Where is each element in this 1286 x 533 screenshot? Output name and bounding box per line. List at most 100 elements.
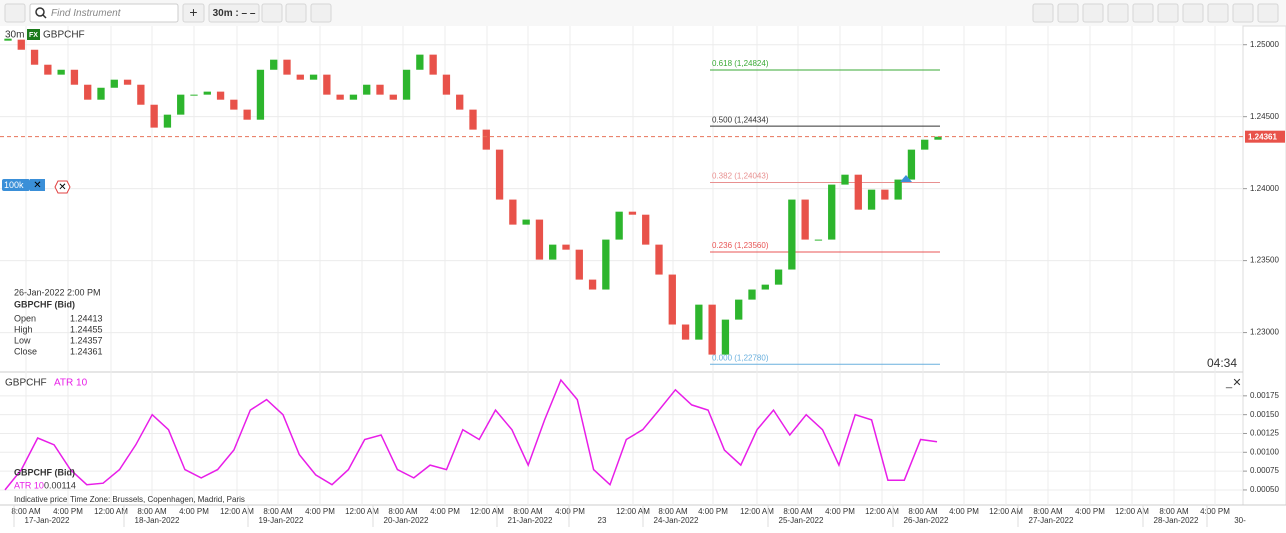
- refresh-button[interactable]: [261, 3, 283, 23]
- candle: [216, 91, 225, 100]
- candle: [495, 149, 504, 200]
- order-label-box[interactable]: [2, 179, 30, 191]
- order-label: 100k: [4, 180, 24, 190]
- y-tick-label: 0.00075: [1250, 466, 1279, 475]
- y-tick-label: 1.23500: [1250, 256, 1279, 265]
- add-button[interactable]: [182, 3, 205, 23]
- search-icon: [35, 7, 45, 17]
- candle: [681, 324, 690, 340]
- candle: [4, 38, 12, 41]
- search-box[interactable]: [29, 3, 179, 23]
- candle: [376, 84, 384, 95]
- time-label: 4:00 PM: [1075, 507, 1105, 516]
- indicator-legend-name: ATR 10: [14, 480, 44, 490]
- tool-button[interactable]: [1257, 3, 1279, 23]
- candle: [602, 239, 610, 290]
- tool-button[interactable]: [1082, 3, 1104, 23]
- date-label: 28-Jan-2022: [1154, 516, 1199, 525]
- footer-timezone: Time Zone: Brussels, Copenhagen, Madrid,…: [70, 495, 245, 504]
- time-label: 4:00 PM: [825, 507, 855, 516]
- candle: [921, 139, 929, 150]
- link-button[interactable]: [4, 3, 26, 23]
- candle: [323, 74, 331, 95]
- candle: [17, 39, 25, 50]
- time-label: 8:00 AM: [263, 507, 293, 516]
- tool-button[interactable]: [1232, 3, 1254, 23]
- time-label: 12:00 AM: [989, 507, 1023, 516]
- candle: [894, 179, 902, 200]
- time-label: 12:00 AM: [470, 507, 504, 516]
- time-label: 4:00 PM: [179, 507, 209, 516]
- tool-button[interactable]: [1107, 3, 1129, 23]
- time-label: 8:00 AM: [783, 507, 813, 516]
- candle: [190, 94, 198, 96]
- cancel-order[interactable]: [54, 180, 71, 194]
- tool-button[interactable]: [1182, 3, 1204, 23]
- tool-button[interactable]: [1132, 3, 1154, 23]
- candle: [163, 114, 172, 128]
- time-label: 4:00 PM: [53, 507, 83, 516]
- timeframe-button[interactable]: [208, 3, 260, 23]
- time-label: 12:00 AM: [616, 507, 650, 516]
- candle: [402, 69, 411, 100]
- candle: [44, 64, 52, 75]
- candle: [349, 94, 358, 100]
- cancel-icon: ✕: [58, 182, 66, 193]
- fib-label: 0.236 (1,23560): [712, 241, 769, 250]
- info-key: Open: [14, 313, 36, 323]
- candle: [721, 319, 730, 355]
- candle: [57, 69, 65, 75]
- close-indicator[interactable]: ✕: [1232, 377, 1241, 389]
- fib-label: 0.500 (1,24434): [712, 115, 769, 124]
- indicator-name: ATR 10: [54, 378, 88, 389]
- time-label: 4:00 PM: [949, 507, 979, 516]
- time-label: 4:00 PM: [555, 507, 585, 516]
- info-date: 26-Jan-2022 2:00 PM: [14, 287, 101, 297]
- instrument: GBPCHF: [43, 30, 85, 41]
- candle: [708, 304, 716, 355]
- candle: [270, 59, 278, 70]
- tool-button[interactable]: [1057, 3, 1079, 23]
- tool-button[interactable]: [1032, 3, 1054, 23]
- search-placeholder: Find Instrument: [51, 8, 122, 19]
- grid: [0, 26, 1243, 505]
- time-label: 12:00 AM: [865, 507, 899, 516]
- candle: [429, 54, 437, 75]
- candle: [150, 104, 158, 128]
- layout-button[interactable]: [285, 3, 307, 23]
- candle: [309, 74, 318, 80]
- candle: [137, 84, 145, 105]
- candle: [203, 91, 211, 95]
- date-label: 26-Jan-2022: [904, 516, 949, 525]
- info-key: High: [14, 324, 33, 334]
- fib-label: 0.382 (1,24043): [712, 172, 769, 181]
- candle: [881, 189, 889, 200]
- time-label: 4:00 PM: [1200, 507, 1230, 516]
- tool-button[interactable]: [1157, 3, 1179, 23]
- time-label: 12:00 AM: [345, 507, 379, 516]
- candle: [97, 87, 105, 100]
- candle: [30, 49, 39, 65]
- candle: [761, 284, 769, 290]
- more-button[interactable]: [310, 3, 332, 23]
- tool-button[interactable]: [1207, 3, 1229, 23]
- order-close[interactable]: [30, 179, 45, 191]
- candle: [655, 244, 663, 275]
- date-label: 23: [598, 516, 607, 525]
- candle: [735, 299, 743, 320]
- candle: [469, 109, 477, 130]
- countdown: 04:34: [1207, 356, 1237, 370]
- candle: [575, 249, 583, 280]
- search-icon: [42, 14, 47, 19]
- info-value: 1.24455: [70, 324, 103, 334]
- indicator-legend-title: GBPCHF (Bid): [14, 467, 75, 477]
- minimize[interactable]: _: [1225, 377, 1233, 389]
- y-tick-label: 1.23000: [1250, 328, 1279, 337]
- fx-badge-text: FX: [29, 32, 38, 39]
- candle: [442, 74, 451, 95]
- fib-label: 0.618 (1,24824): [712, 59, 769, 68]
- candle: [256, 69, 265, 120]
- y-tick-label: 1.24500: [1250, 112, 1279, 121]
- candle: [934, 136, 942, 140]
- candle: [907, 149, 916, 180]
